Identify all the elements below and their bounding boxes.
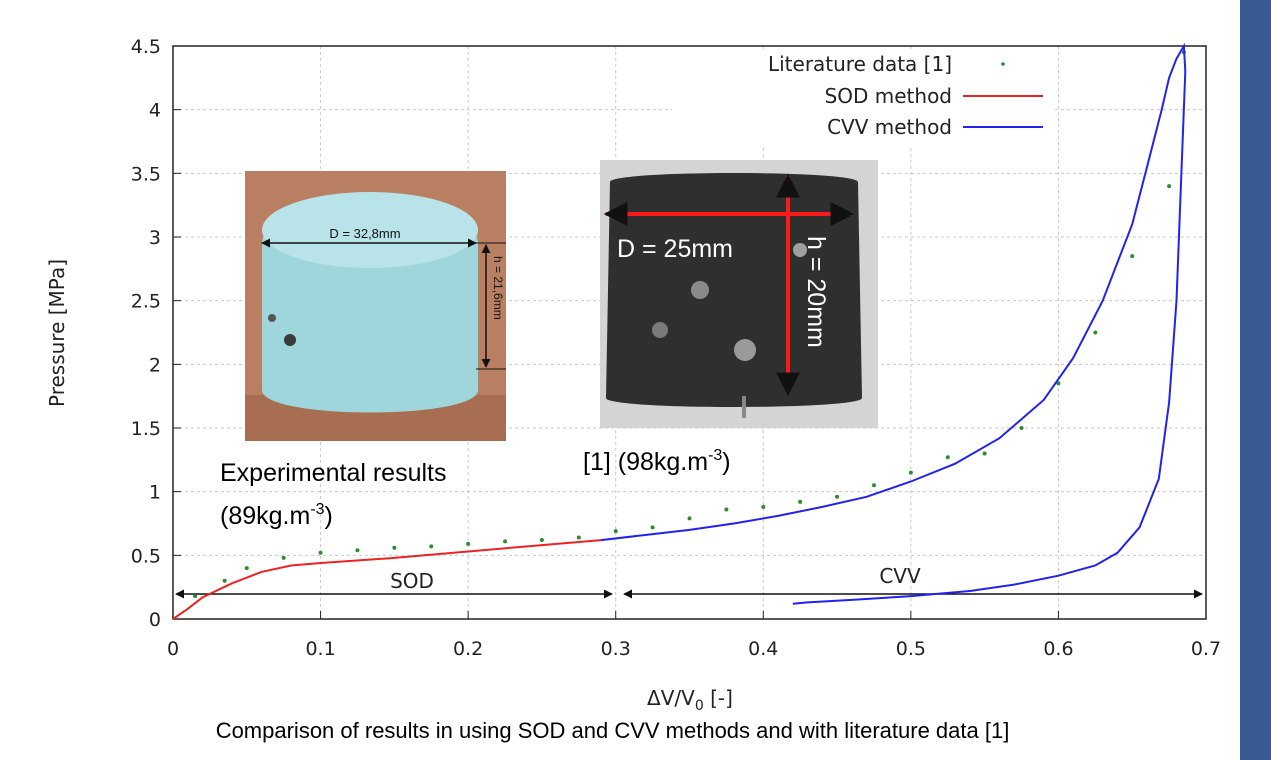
y-tick-labels: 0 0.5 1 1.5 2 2.5 3 3.5 4 4.5: [131, 36, 181, 631]
left-photo-caption-line2: (89kg.m-3): [220, 501, 333, 530]
literature-data-point: [982, 451, 987, 456]
x-tick-label: 0.6: [1043, 638, 1073, 660]
legend-label-sod: SOD method: [825, 84, 952, 108]
x-tick-label: 0.5: [896, 638, 926, 660]
literature-data-point: [539, 538, 544, 543]
literature-data-point: [1167, 184, 1172, 189]
literature-data-point: [945, 455, 950, 460]
y-tick-label: 1.5: [131, 418, 161, 440]
x-tick-label: 0.2: [453, 638, 483, 660]
sample-speck-3: [652, 322, 668, 338]
height-label-left: h = 21,6mm: [491, 256, 505, 320]
foam-blemish: [284, 334, 296, 346]
literature-data-point: [429, 544, 434, 549]
y-axis-title: Pressure [MPa]: [45, 259, 69, 407]
foam-top: [262, 192, 478, 268]
sample-pin: [742, 396, 746, 418]
literature-data-point: [1093, 330, 1098, 335]
y-tick-label: 0.5: [131, 545, 161, 567]
height-label-right: h = 20mm: [802, 236, 830, 348]
experimental-sample-photo: D = 32,8mm h = 21,6mm: [245, 171, 506, 441]
literature-data-point: [281, 555, 286, 560]
y-tick-label: 2.5: [131, 291, 161, 313]
literature-data-point: [1130, 254, 1135, 259]
literature-data-point: [687, 516, 692, 521]
literature-data-point: [1019, 426, 1024, 430]
literature-data-point: [466, 541, 471, 546]
literature-data-point: [650, 525, 655, 530]
figure-caption: Comparison of results in using SOD and C…: [215, 718, 1010, 743]
left-photo-caption-line1: Experimental results: [220, 459, 446, 487]
x-tick-label: 0: [167, 638, 179, 660]
y-tick-label: 3: [149, 227, 161, 249]
literature-data-point: [244, 566, 249, 571]
literature-data-point: [503, 539, 508, 544]
right-photo-caption: [1] (98kg.m-3): [583, 447, 731, 476]
legend-background: [672, 50, 1052, 146]
x-tick-label: 0.7: [1191, 638, 1221, 660]
x-tick-labels: 0 0.1 0.2 0.3 0.4 0.5 0.6 0.7: [167, 611, 1221, 660]
sidebar-strip: [1240, 0, 1271, 760]
diameter-label-left: D = 32,8mm: [329, 226, 400, 241]
cvv-method-line: [600, 42, 1187, 605]
sod-region-label: SOD: [390, 569, 434, 593]
chart: 0 0.5 1 1.5 2 2.5 3 3.5 4 4.5 0 0.1 0.2 0.3 0.4 0.5 0.6…: [45, 36, 1221, 714]
y-tick-label: 3.5: [131, 163, 161, 185]
y-tick-label: 0: [149, 609, 161, 631]
literature-data-point: [908, 470, 913, 475]
y-tick-label: 1: [149, 482, 161, 504]
literature-sample-photo: D = 25mm h = 20mm: [600, 160, 878, 428]
region-markers: SOD CVV: [175, 564, 1203, 599]
literature-data-point: [318, 550, 323, 555]
series: [172, 42, 1187, 620]
literature-data-point: [392, 545, 397, 550]
y-tick-label: 4: [149, 100, 161, 122]
sod-method-line: [172, 539, 602, 620]
legend-label-cvv: CVV method: [827, 115, 952, 139]
legend-label-literature: Literature data [1]: [768, 52, 952, 76]
literature-data-point: [761, 504, 766, 509]
legend-marker-literature: [1001, 62, 1005, 66]
y-tick-label: 4.5: [131, 36, 161, 58]
plot-frame: [172, 45, 1207, 620]
x-tick-label: 0.3: [601, 638, 631, 660]
axes: [172, 45, 1207, 620]
foam-blemish-2: [268, 314, 276, 322]
literature-data-point: [193, 594, 198, 599]
literature-data-point: [724, 507, 729, 512]
y-tick-label: 2: [149, 354, 161, 376]
literature-data-point: [355, 548, 360, 553]
sample-speck-2: [734, 339, 756, 361]
diameter-label-right: D = 25mm: [617, 235, 733, 263]
sample-speck-1: [691, 281, 709, 299]
literature-data-point: [576, 535, 581, 540]
x-axis-title: ΔV/V0 [-]: [647, 686, 733, 714]
literature-data-point: [613, 529, 618, 534]
literature-data-point: [1056, 381, 1061, 386]
x-tick-label: 0.4: [748, 638, 778, 660]
cvv-region-label: CVV: [879, 564, 921, 588]
legend: Literature data [1] SOD method CVV metho…: [672, 50, 1052, 146]
literature-data-point: [835, 494, 840, 499]
literature-data-point: [798, 499, 803, 504]
literature-data-point: [871, 483, 876, 488]
x-tick-label: 0.1: [305, 638, 335, 660]
literature-data-point: [222, 578, 227, 583]
